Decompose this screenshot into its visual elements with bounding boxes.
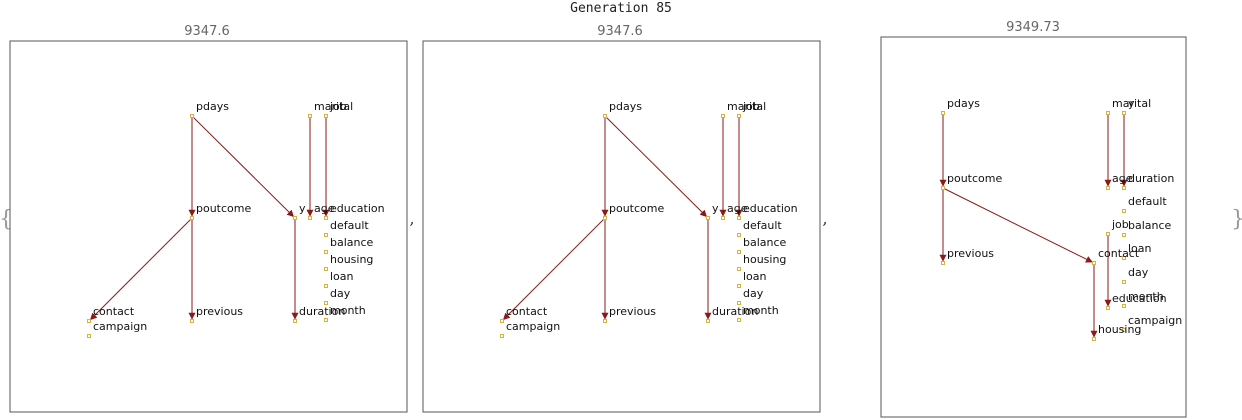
separator-2: , xyxy=(822,209,827,228)
node-pdays-marker xyxy=(191,115,194,118)
node-y-marker xyxy=(1123,112,1126,115)
node-previous-marker xyxy=(191,320,194,323)
node-housing-marker xyxy=(1093,338,1096,341)
node-default-marker xyxy=(738,234,741,237)
node-education-marker xyxy=(738,217,741,220)
node-age-marker xyxy=(309,217,312,220)
node-y-label: y xyxy=(1128,97,1135,110)
node-marital-marker xyxy=(1107,112,1110,115)
node-y-marker xyxy=(707,217,710,220)
node-housing-label: housing xyxy=(330,253,373,266)
node-contact-marker xyxy=(501,320,504,323)
node-pdays-marker xyxy=(942,112,945,115)
node-duration-marker xyxy=(294,320,297,323)
node-y-label: y xyxy=(712,202,719,215)
node-education-marker xyxy=(1107,307,1110,310)
node-housing-label: housing xyxy=(743,253,786,266)
node-job-label: job xyxy=(329,100,347,113)
node-campaign-label: campaign xyxy=(506,320,560,333)
node-housing-label: housing xyxy=(1098,323,1141,336)
node-duration-marker xyxy=(707,320,710,323)
node-default-marker xyxy=(1123,210,1126,213)
node-campaign-label: campaign xyxy=(93,320,147,333)
node-pdays-label: pdays xyxy=(609,100,642,113)
node-balance-label: balance xyxy=(1128,219,1172,232)
node-loan-marker xyxy=(325,285,328,288)
node-poutcome-marker xyxy=(191,217,194,220)
node-housing-marker xyxy=(738,268,741,271)
node-previous-label: previous xyxy=(609,305,656,318)
node-balance-marker xyxy=(738,251,741,254)
graph-panel-3: 9349.73pdays maritalypoutcome agedurationd… xyxy=(881,20,1186,417)
node-job-label: job xyxy=(1111,218,1129,231)
node-poutcome-label: poutcome xyxy=(947,172,1002,185)
node-duration-label: duration xyxy=(299,305,345,318)
panel-score: 9347.6 xyxy=(184,24,230,39)
node-housing-marker xyxy=(325,268,328,271)
node-day-label: day xyxy=(1128,266,1149,279)
node-default-label: default xyxy=(743,219,782,232)
node-balance-label: balance xyxy=(743,236,787,249)
node-contact-label: contact xyxy=(506,305,548,318)
node-balance-label: balance xyxy=(330,236,374,249)
node-month-marker xyxy=(738,319,741,322)
node-loan-label: loan xyxy=(330,270,354,283)
node-education-label: education xyxy=(743,202,798,215)
node-contact-label: contact xyxy=(1098,247,1140,260)
node-default-label: default xyxy=(330,219,369,232)
close-brace: } xyxy=(1231,207,1242,232)
node-y-marker xyxy=(294,217,297,220)
node-duration-marker xyxy=(1123,187,1126,190)
node-default-marker xyxy=(325,234,328,237)
node-marital-marker xyxy=(309,115,312,118)
node-poutcome-label: poutcome xyxy=(196,202,251,215)
node-poutcome-label: poutcome xyxy=(609,202,664,215)
node-day-label: day xyxy=(330,287,351,300)
node-job-marker xyxy=(325,115,328,118)
node-poutcome-marker xyxy=(604,217,607,220)
node-pdays-label: pdays xyxy=(947,97,980,110)
node-education-label: education xyxy=(330,202,385,215)
node-contact-marker xyxy=(88,320,91,323)
node-marital-marker xyxy=(722,115,725,118)
node-balance-marker xyxy=(325,251,328,254)
node-previous-marker xyxy=(942,262,945,265)
node-campaign-marker xyxy=(501,335,504,338)
node-pdays-marker xyxy=(604,115,607,118)
node-loan-marker xyxy=(738,285,741,288)
node-day-label: day xyxy=(743,287,764,300)
panel-score: 9347.6 xyxy=(597,24,643,39)
node-duration-label: duration xyxy=(712,305,758,318)
node-previous-label: previous xyxy=(947,247,994,260)
node-age-marker xyxy=(722,217,725,220)
node-day-marker xyxy=(1123,281,1126,284)
node-duration-label: duration xyxy=(1128,172,1174,185)
node-job-marker xyxy=(738,115,741,118)
node-campaign-marker xyxy=(88,335,91,338)
separator-1: , xyxy=(409,209,414,228)
open-brace: { xyxy=(0,207,13,232)
node-previous-marker xyxy=(604,320,607,323)
node-loan-label: loan xyxy=(743,270,767,283)
node-pdays-label: pdays xyxy=(196,100,229,113)
node-y-label: y xyxy=(299,202,306,215)
generation-title: Generation 85 xyxy=(570,1,672,16)
node-contact-label: contact xyxy=(93,305,135,318)
node-age-marker xyxy=(1107,187,1110,190)
node-education-label: education xyxy=(1112,292,1167,305)
node-month-marker xyxy=(325,319,328,322)
node-balance-marker xyxy=(1123,234,1126,237)
panel-score: 9349.73 xyxy=(1006,20,1060,35)
node-previous-label: previous xyxy=(196,305,243,318)
node-education-marker xyxy=(325,217,328,220)
node-job-label: job xyxy=(742,100,760,113)
node-contact-marker xyxy=(1093,262,1096,265)
node-default-label: default xyxy=(1128,195,1167,208)
node-poutcome-marker xyxy=(942,187,945,190)
node-job-marker xyxy=(1107,233,1110,236)
